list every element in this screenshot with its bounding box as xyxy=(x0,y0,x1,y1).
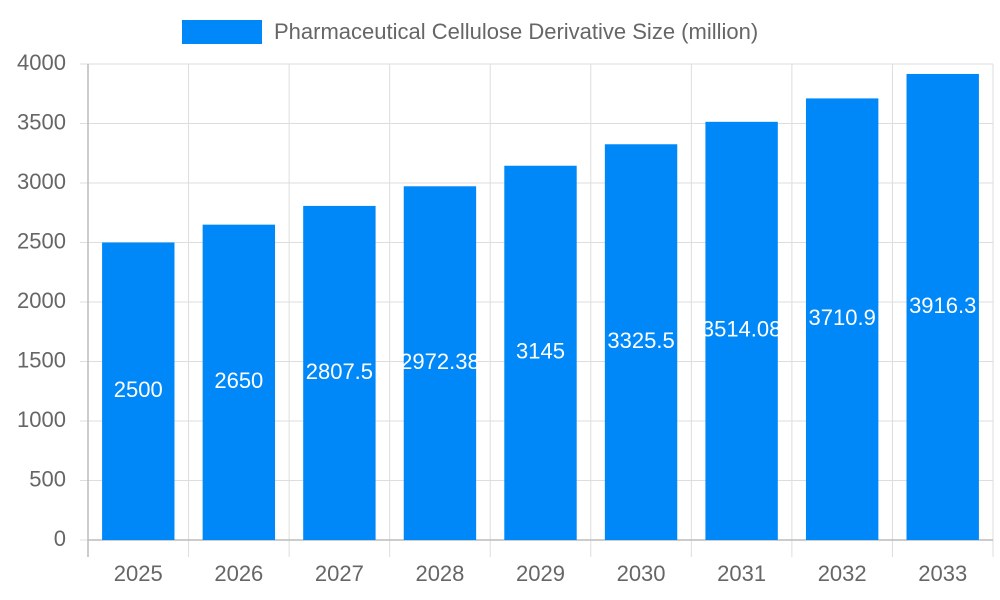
y-tick-label: 0 xyxy=(54,526,66,551)
x-tick-label: 2030 xyxy=(617,561,666,586)
x-tick-label: 2027 xyxy=(315,561,364,586)
y-tick-label: 1000 xyxy=(17,407,66,432)
value-label: 3145 xyxy=(516,339,565,364)
x-tick-label: 2031 xyxy=(717,561,766,586)
y-tick-label: 3500 xyxy=(17,109,66,134)
legend-label: Pharmaceutical Cellulose Derivative Size… xyxy=(274,19,758,44)
x-tick-label: 2032 xyxy=(818,561,867,586)
y-tick-label: 2500 xyxy=(17,228,66,253)
bar xyxy=(403,186,477,540)
value-label: 3710.9 xyxy=(809,305,876,330)
bar xyxy=(303,205,376,540)
legend-swatch xyxy=(182,20,262,44)
value-label: 3325.5 xyxy=(607,328,674,353)
y-tick-label: 500 xyxy=(29,466,66,491)
bar xyxy=(202,224,276,540)
value-label: 2807.5 xyxy=(306,359,373,384)
x-tick-label: 2033 xyxy=(918,561,967,586)
value-label: 3514.08 xyxy=(702,317,782,342)
x-tick-label: 2028 xyxy=(415,561,464,586)
y-tick-label: 1500 xyxy=(17,347,66,372)
y-tick-label: 2000 xyxy=(17,288,66,313)
value-label: 2972.38 xyxy=(400,349,480,374)
x-tick-label: 2029 xyxy=(516,561,565,586)
value-label: 2500 xyxy=(114,377,163,402)
y-tick-label: 4000 xyxy=(17,50,66,75)
value-label: 3916.3 xyxy=(909,293,976,318)
bar xyxy=(102,242,175,540)
bar xyxy=(805,98,879,541)
y-tick-label: 3000 xyxy=(17,169,66,194)
bar xyxy=(705,121,778,541)
bar xyxy=(604,144,678,540)
bar xyxy=(504,165,577,540)
x-tick-label: 2025 xyxy=(114,561,163,586)
bar xyxy=(906,73,979,540)
value-label: 2650 xyxy=(214,368,263,393)
x-tick-label: 2026 xyxy=(214,561,263,586)
